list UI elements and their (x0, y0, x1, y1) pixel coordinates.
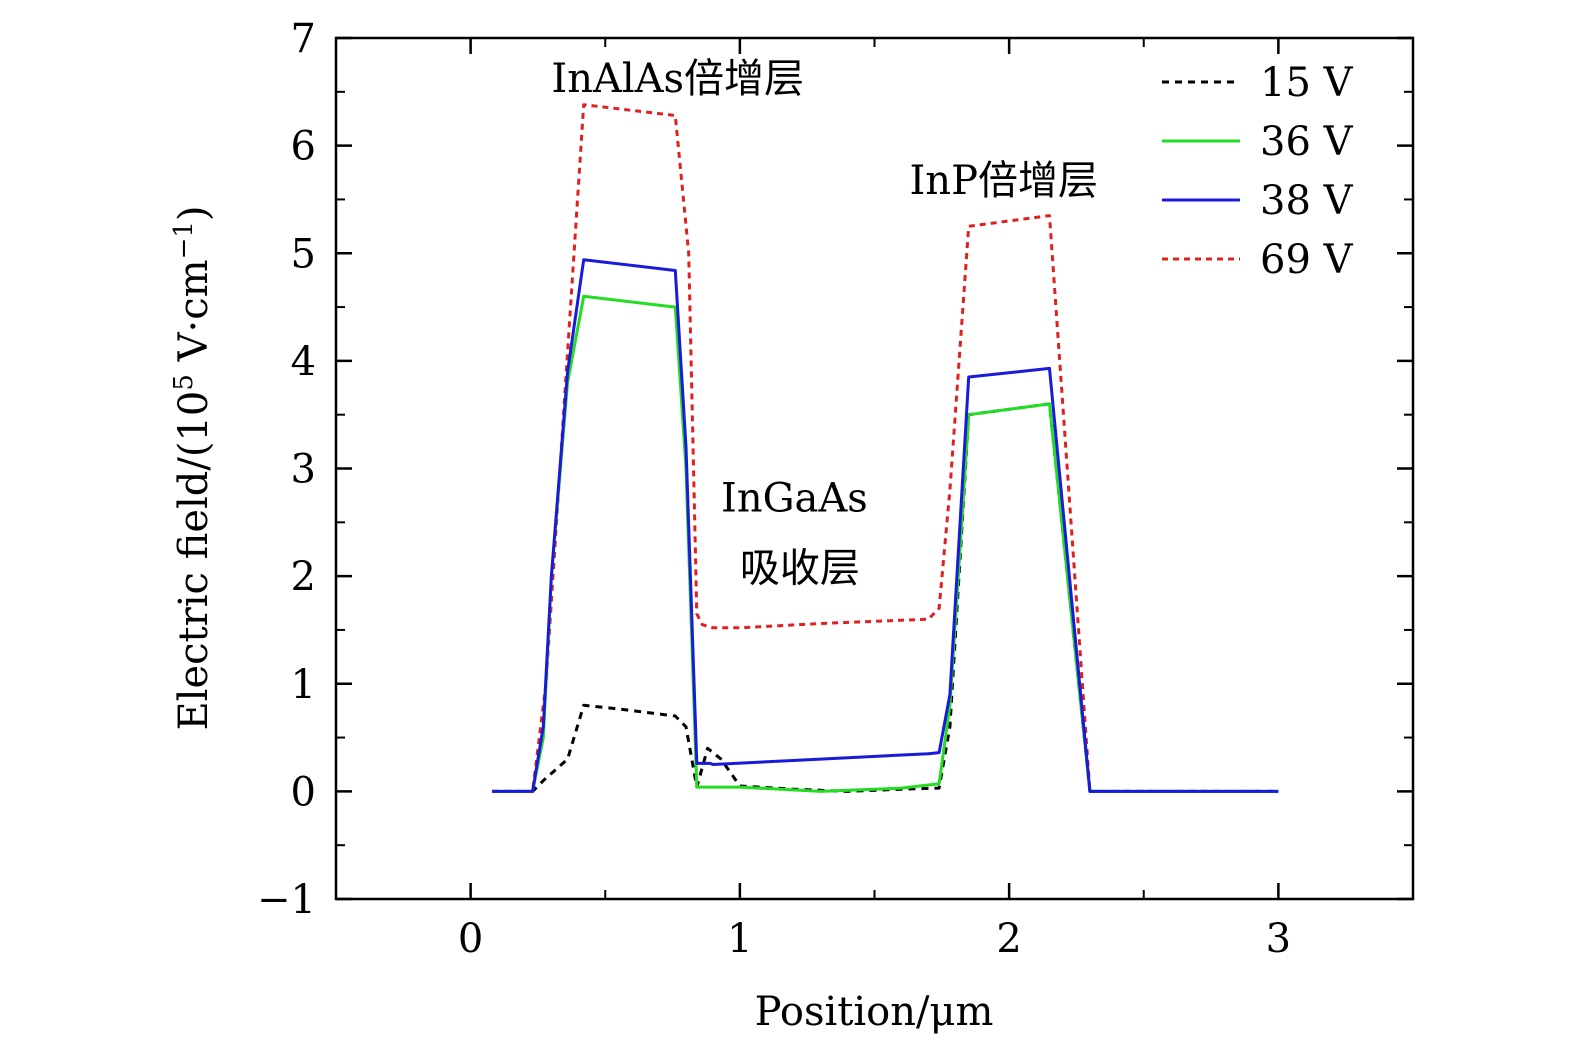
annotation-label: InGaAs (721, 476, 868, 522)
series-line-15v (492, 402, 1279, 793)
annotation-label: 吸收层 (740, 546, 860, 592)
y-axis-title-unit-sup: −1 (169, 221, 199, 259)
x-axis-title: Position/μm (755, 989, 994, 1035)
annotation-label: InAlAs倍增层 (551, 56, 804, 102)
y-tick-label: 0 (291, 769, 316, 815)
series-line-69v (492, 103, 1279, 793)
y-axis-title-sup: 5 (169, 374, 199, 391)
annotation-label: InP倍增层 (910, 158, 1098, 204)
y-axis-title-unit: V·cm (171, 259, 217, 374)
legend-label: 69 V (1260, 237, 1354, 283)
y-tick-label: 6 (291, 124, 316, 170)
series-line-36v (492, 294, 1279, 793)
y-tick-label: 1 (291, 662, 316, 708)
y-tick-label: 4 (291, 339, 316, 385)
axis-ticks (335, 36, 1414, 901)
legend-label: 15 V (1260, 60, 1354, 106)
legend-label: 38 V (1260, 178, 1354, 224)
y-axis-title-main: Electric field/(10 (171, 391, 217, 731)
x-tick-label: 3 (1266, 916, 1291, 962)
y-tick-label: 2 (291, 554, 316, 600)
y-tick-label: 7 (291, 16, 316, 62)
legend-label: 36 V (1260, 119, 1354, 165)
legend: 15 V 36 V 38 V 69 V (1162, 60, 1354, 283)
series-group (492, 103, 1279, 793)
plot-frame (334, 36, 1415, 901)
y-tick-label: 5 (291, 231, 316, 277)
x-tick-label: 2 (996, 916, 1021, 962)
y-axis-title-close: ) (171, 205, 217, 221)
tick-labels: 0 1 2 3 −1 0 1 2 3 4 5 6 7 (257, 16, 1291, 962)
series-line-38v (492, 258, 1279, 793)
y-axis-title: Electric field/(105 V·cm−1) (169, 205, 217, 730)
y-tick-label: 3 (291, 447, 316, 493)
x-tick-label: 0 (458, 916, 483, 962)
y-tick-label: −1 (257, 877, 316, 923)
x-tick-label: 1 (727, 916, 752, 962)
annotations: InAlAs倍增层 InP倍增层 InGaAs 吸收层 (551, 56, 1098, 592)
